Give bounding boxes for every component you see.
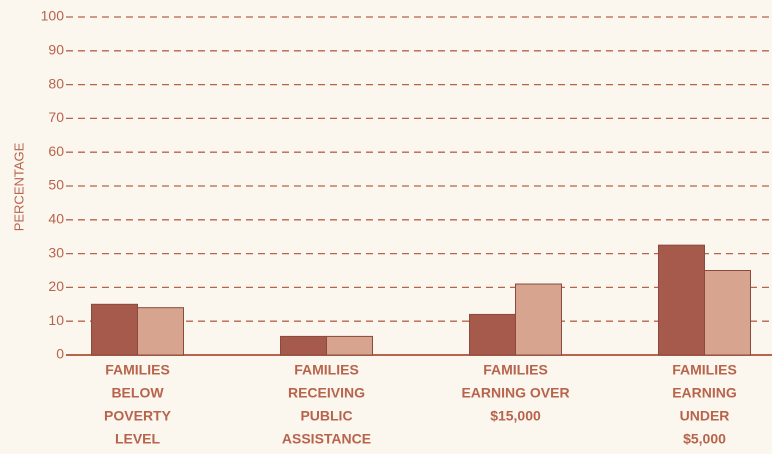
x-tick-label: UNDER	[680, 408, 730, 424]
x-tick-label: FAMILIES	[483, 362, 548, 378]
x-tick-label: BELOW	[111, 385, 164, 401]
y-tick-label: 40	[48, 211, 64, 227]
bar	[137, 307, 184, 356]
x-tick-label: ASSISTANCE	[282, 431, 371, 447]
x-tick-label: FAMILIES	[294, 362, 359, 378]
y-tick-label: 60	[48, 143, 64, 159]
y-axis-label: PERCENTAGE	[11, 142, 26, 231]
bar	[469, 313, 516, 356]
y-tick-label: 90	[48, 42, 64, 58]
y-tick-label: 0	[56, 346, 64, 362]
bar	[515, 283, 562, 356]
x-tick-label: $5,000	[683, 431, 726, 447]
x-tick-label: $15,000	[490, 408, 541, 424]
y-tick-label: 20	[48, 278, 64, 294]
x-tick-label: FAMILIES	[105, 362, 170, 378]
y-tick-label: 100	[41, 8, 65, 24]
bar	[280, 335, 327, 356]
bar	[326, 335, 373, 356]
x-tick-label: PUBLIC	[300, 408, 352, 424]
x-tick-label: LEVEL	[115, 431, 161, 447]
x-tick-label: EARNING OVER	[461, 385, 569, 401]
y-tick-label: 70	[48, 109, 64, 125]
bar	[91, 303, 138, 356]
x-tick-label: POVERTY	[104, 408, 172, 424]
x-tick-label: FAMILIES	[672, 362, 737, 378]
x-tick-label: RECEIVING	[288, 385, 365, 401]
y-tick-label: 80	[48, 75, 64, 91]
y-tick-label: 10	[48, 312, 64, 328]
y-tick-label: 30	[48, 244, 64, 260]
x-tick-label: EARNING	[672, 385, 737, 401]
bar	[658, 244, 705, 356]
y-tick-label: 50	[48, 177, 64, 193]
bar	[704, 270, 751, 356]
